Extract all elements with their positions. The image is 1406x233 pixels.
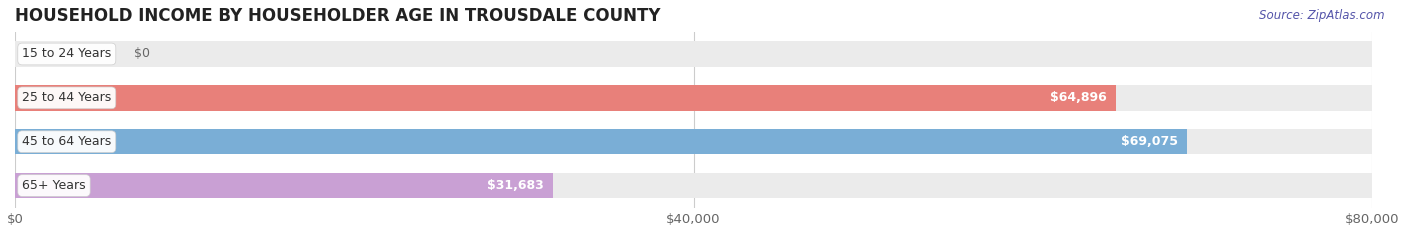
- Text: $69,075: $69,075: [1121, 135, 1178, 148]
- Bar: [15, 129, 1187, 154]
- Bar: [15, 173, 553, 198]
- Text: 45 to 64 Years: 45 to 64 Years: [22, 135, 111, 148]
- Bar: [15, 85, 1372, 111]
- Text: Source: ZipAtlas.com: Source: ZipAtlas.com: [1260, 9, 1385, 22]
- Text: $31,683: $31,683: [488, 179, 544, 192]
- Text: $64,896: $64,896: [1050, 91, 1108, 104]
- Text: 25 to 44 Years: 25 to 44 Years: [22, 91, 111, 104]
- Bar: [15, 85, 1116, 111]
- Bar: [15, 41, 1372, 67]
- Bar: [15, 129, 1372, 154]
- Text: 15 to 24 Years: 15 to 24 Years: [22, 48, 111, 61]
- Text: 65+ Years: 65+ Years: [22, 179, 86, 192]
- Bar: [15, 173, 1372, 198]
- Text: HOUSEHOLD INCOME BY HOUSEHOLDER AGE IN TROUSDALE COUNTY: HOUSEHOLD INCOME BY HOUSEHOLDER AGE IN T…: [15, 7, 661, 25]
- Text: $0: $0: [134, 48, 150, 61]
